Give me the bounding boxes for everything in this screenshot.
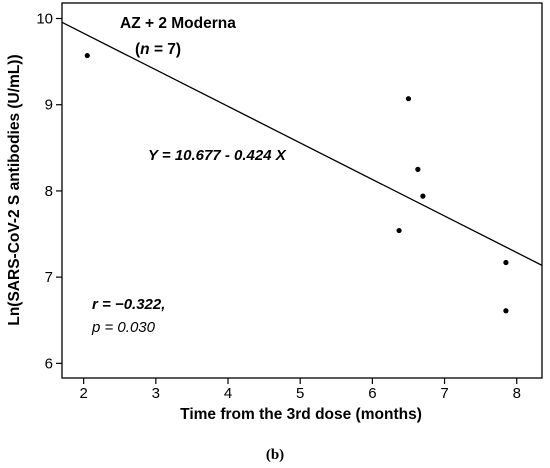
group-label-line1: AZ + 2 Moderna: [120, 15, 236, 32]
x-tick-label: 8: [513, 385, 521, 402]
y-axis: 6 7 8 9 10: [36, 11, 62, 372]
y-tick-label: 10: [36, 11, 53, 28]
p-value: p = 0.030: [91, 319, 156, 336]
x-tick-label: 7: [440, 385, 448, 402]
data-point: [415, 166, 421, 172]
correlation-r: r = −0.322,: [92, 296, 165, 313]
y-tick-label: 6: [45, 355, 53, 372]
data-point: [405, 96, 412, 102]
y-tick-label: 7: [45, 269, 53, 286]
data-points: [84, 52, 509, 314]
x-axis: 2 3 4 5 6 7 8: [79, 378, 521, 402]
regression-equation: Y = 10.677 - 0.424 X: [148, 147, 287, 164]
x-tick-label: 5: [296, 385, 304, 402]
x-tick-label: 2: [79, 385, 87, 402]
y-axis-title: Ln(SARS-CoV-2 S antibodies (U/mL)): [6, 54, 23, 325]
data-point: [503, 259, 509, 266]
x-tick-label: 3: [152, 385, 160, 402]
panel-label: (b): [266, 447, 284, 463]
regression-line: [61, 21, 543, 266]
y-tick-label: 9: [45, 97, 53, 114]
y-tick-label: 8: [45, 183, 53, 200]
x-axis-title: Time from the 3rd dose (months): [180, 406, 422, 423]
data-point: [503, 308, 509, 314]
data-point: [84, 52, 90, 59]
data-point: [420, 193, 426, 199]
group-label-line2: (n = 7): [135, 41, 181, 58]
data-point: [396, 227, 402, 234]
x-tick-label: 6: [368, 385, 376, 402]
x-tick-label: 4: [224, 385, 232, 402]
